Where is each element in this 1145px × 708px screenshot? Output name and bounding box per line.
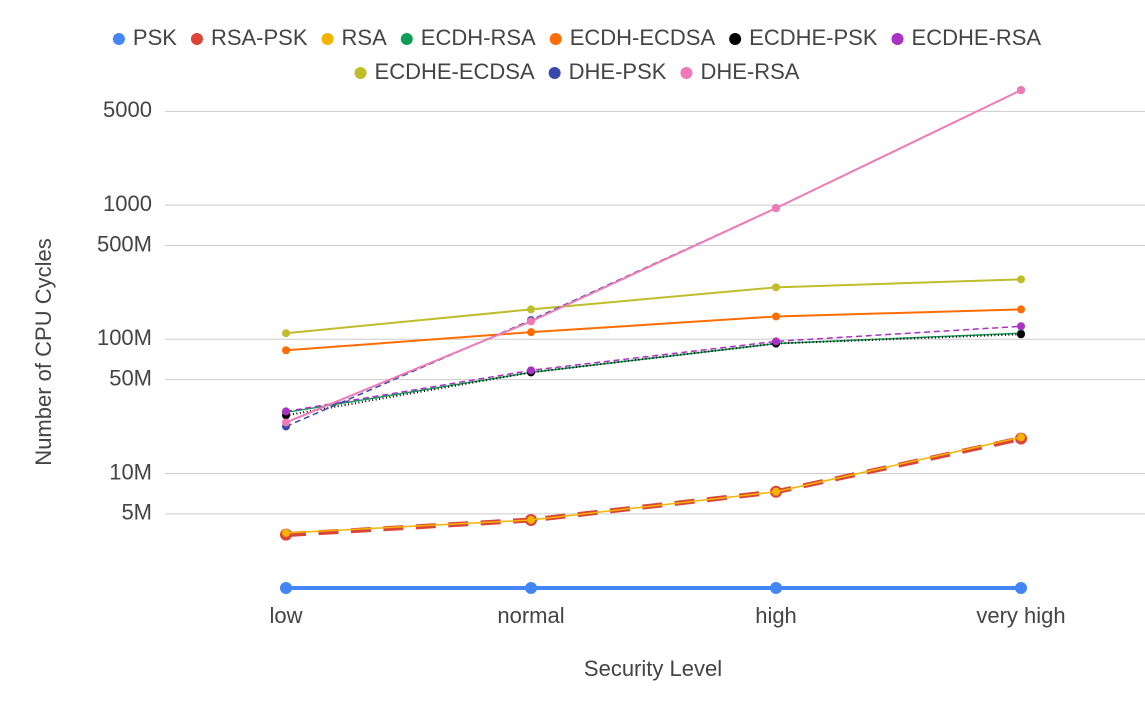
- legend-label: PSK: [133, 25, 177, 50]
- data-point: [1017, 305, 1025, 314]
- data-point: [282, 346, 290, 355]
- legend-item: ECDH-RSA: [400, 25, 536, 50]
- series-line: [285, 436, 1022, 538]
- legend-label: ECDHE-ECDSA: [375, 59, 535, 84]
- y-tick-label: 100M: [97, 325, 152, 350]
- y-tick-label: 5000: [103, 97, 152, 122]
- legend-label: RSA: [342, 25, 388, 50]
- legend-item: PSK: [112, 25, 177, 50]
- x-tick-label: very high: [976, 603, 1065, 628]
- data-point: [527, 328, 535, 337]
- legend-marker: [548, 67, 561, 79]
- series-line: [285, 333, 1022, 417]
- data-point: [772, 337, 780, 346]
- data-point: [1017, 433, 1025, 442]
- data-point: [1017, 322, 1025, 331]
- legend-item: DHE-PSK: [548, 59, 667, 84]
- legend-item: ECDHE-PSK: [729, 25, 878, 50]
- data-point: [772, 487, 780, 496]
- y-tick-label: 500M: [97, 231, 152, 256]
- data-point: [1017, 86, 1025, 95]
- y-tick-label: 1000: [103, 191, 152, 216]
- series-line: [285, 325, 1022, 413]
- series-line: [285, 436, 1022, 534]
- legend-marker: [321, 33, 334, 45]
- x-tick-label: normal: [497, 603, 564, 628]
- legend-marker: [112, 33, 125, 45]
- data-point: [527, 366, 535, 375]
- data-point: [282, 418, 290, 427]
- data-point: [772, 204, 780, 213]
- data-point: [527, 317, 535, 326]
- legend-marker: [680, 67, 693, 79]
- legend-label: ECDHE-PSK: [749, 25, 878, 50]
- legend-item: DHE-RSA: [680, 59, 800, 84]
- y-tick-label: 10M: [109, 459, 152, 484]
- legend-item: ECDHE-ECDSA: [354, 59, 535, 84]
- data-point: [280, 582, 292, 594]
- legend-item: ECDH-ECDSA: [549, 25, 716, 50]
- x-tick-label: low: [269, 603, 302, 628]
- y-tick-label: 50M: [109, 365, 152, 390]
- legend-marker: [549, 33, 562, 45]
- data-point: [772, 283, 780, 292]
- series-line: [285, 308, 1022, 352]
- y-axis-title: Number of CPU Cycles: [31, 238, 56, 465]
- legend-marker: [729, 33, 742, 45]
- data-point: [770, 582, 782, 594]
- legend-marker: [400, 33, 413, 45]
- data-point: [282, 407, 290, 416]
- data-point: [1017, 275, 1025, 284]
- data-point: [1015, 582, 1027, 594]
- legend-item: RSA-PSK: [190, 25, 308, 50]
- series-line: [285, 89, 1022, 424]
- series-line: [285, 332, 1022, 414]
- data-point: [527, 515, 535, 524]
- series-line: [285, 278, 1022, 335]
- data-point: [282, 528, 290, 537]
- legend-marker: [190, 33, 203, 45]
- legend-label: ECDH-ECDSA: [570, 25, 716, 50]
- x-axis-title: Security Level: [584, 656, 722, 681]
- data-point: [527, 305, 535, 314]
- legend-label: DHE-RSA: [700, 59, 799, 84]
- legend-label: DHE-PSK: [569, 59, 667, 84]
- legend-item: ECDHE-RSA: [891, 25, 1042, 50]
- data-point: [772, 312, 780, 321]
- legend-item: RSA: [321, 25, 388, 50]
- legend-marker: [354, 67, 367, 79]
- x-tick-label: high: [755, 603, 797, 628]
- legend-label: ECDH-RSA: [421, 25, 536, 50]
- data-point: [525, 582, 537, 594]
- legend-marker: [891, 33, 904, 45]
- legend-label: ECDHE-RSA: [912, 25, 1042, 50]
- legend-label: RSA-PSK: [211, 25, 308, 50]
- data-point: [282, 329, 290, 338]
- data-point: [1017, 330, 1025, 339]
- y-tick-label: 5M: [121, 500, 152, 525]
